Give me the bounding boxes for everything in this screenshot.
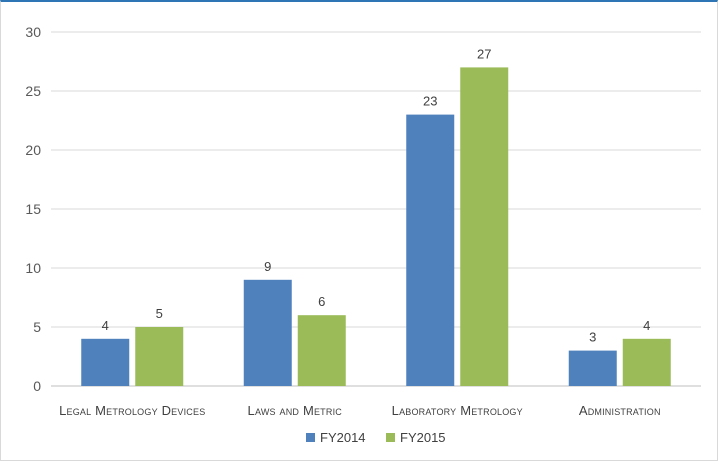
bar-fy2015-3 [622,338,671,386]
bar-fy2015-0 [135,327,184,386]
y-tick-label: 25 [25,83,41,99]
category-label: Legal Metrology Devices [59,403,205,418]
category-label: Laboratory Metrology [392,403,523,418]
legend-swatch-fy2015 [386,433,395,442]
data-label: 5 [156,306,163,321]
y-tick-label: 5 [33,319,41,335]
y-tick-label: 20 [25,142,41,158]
bar-fy2015-1 [297,315,346,386]
data-label: 9 [264,259,271,274]
y-tick-label: 15 [25,201,41,217]
bar-fy2014-1 [243,279,292,386]
bar-fy2014-3 [568,350,617,386]
data-label: 27 [477,46,491,61]
y-tick-label: 10 [25,260,41,276]
data-label: 3 [589,330,596,345]
data-label: 4 [102,318,109,333]
legend-label-fy2014: FY2014 [320,430,366,445]
data-label: 23 [423,94,437,109]
legend-label-fy2015: FY2015 [400,430,446,445]
category-label: Administration [579,403,661,418]
category-label: Laws and Metric [248,403,343,418]
legend: FY2014 FY2015 [306,430,446,445]
y-tick-label: 30 [25,24,41,40]
bars [81,67,671,387]
y-axis-ticks: 0 5 10 15 20 25 30 [25,24,41,394]
x-axis-categories: Legal Metrology Devices Laws and Metric La… [59,403,661,418]
data-label: 6 [318,294,325,309]
y-tick-label: 0 [33,378,41,394]
data-label: 4 [643,318,650,333]
bar-fy2014-0 [81,338,130,386]
bar-fy2014-2 [406,114,455,386]
data-labels: 4 5 9 6 23 27 3 4 [102,46,651,344]
legend-swatch-fy2014 [306,433,315,442]
bar-fy2015-2 [460,67,509,387]
